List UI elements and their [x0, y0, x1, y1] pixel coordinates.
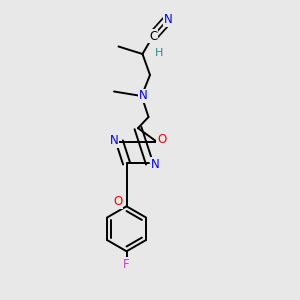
Text: F: F	[123, 258, 130, 271]
Text: N: N	[139, 89, 148, 103]
Text: H: H	[155, 47, 163, 58]
Text: N: N	[164, 13, 172, 26]
Text: N: N	[110, 134, 118, 147]
Text: C: C	[149, 29, 157, 43]
Text: O: O	[157, 133, 167, 146]
Text: N: N	[151, 158, 159, 171]
Text: O: O	[113, 195, 122, 208]
